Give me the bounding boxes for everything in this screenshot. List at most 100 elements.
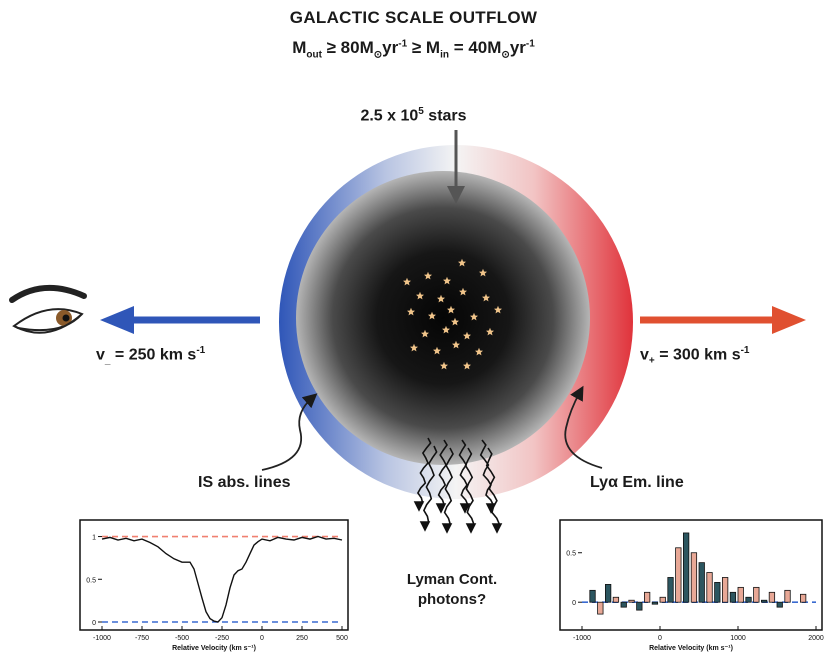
photon-arrowhead <box>441 523 453 534</box>
spectrum-bar <box>690 552 698 603</box>
photon-arrowhead <box>459 503 471 514</box>
x-tick-label: 500 <box>336 635 348 642</box>
star-icon <box>463 331 471 340</box>
eye-icon <box>9 284 87 334</box>
photon-wave <box>443 447 454 531</box>
y-tick-label: 1 <box>92 535 96 542</box>
photon-wave <box>458 439 469 511</box>
photon-arrowhead <box>491 523 503 534</box>
x-tick-label: -250 <box>215 635 229 642</box>
star-icon <box>447 305 455 314</box>
star-icon <box>407 307 415 316</box>
photon-wave <box>437 439 448 511</box>
spectrum-bar <box>721 577 729 603</box>
v-plus-value: = 300 km s <box>654 346 741 364</box>
v-plus-sub: + <box>648 355 655 367</box>
m-out-symbol: M <box>292 38 307 57</box>
stars-unit: stars <box>423 107 467 125</box>
spectrum-bar <box>753 586 760 603</box>
lya-plot: 0.5 0 -1000 0 1000 2000 Relative Velocity (km … <box>559 519 824 652</box>
spectrum-bar <box>706 572 713 603</box>
photon-wave <box>485 447 501 531</box>
v-minus-exp: -1 <box>196 345 206 356</box>
x-axis-label: Relative Velocity (km s⁻¹) <box>649 645 733 652</box>
x-tick-label: 0 <box>260 635 264 642</box>
diagram-title: GALACTIC SCALE OUTFLOW <box>289 8 538 27</box>
galaxy-core <box>296 171 590 465</box>
spectrum-bar <box>745 596 752 603</box>
star-icon <box>443 276 451 285</box>
y-tick-label: 0.5 <box>566 551 576 558</box>
photon-arrowhead <box>419 521 431 532</box>
star-icon <box>442 325 450 334</box>
spectrum-bar <box>729 591 737 603</box>
stars-base: 2.5 x 10 <box>360 107 419 125</box>
y-tick-label: 0 <box>92 620 96 627</box>
spectrum-bar <box>589 589 596 603</box>
v-minus-label: v_ = 250 km s-1 <box>96 345 205 367</box>
lya-pointer <box>564 385 603 469</box>
right-arrow-icon <box>640 306 806 334</box>
left-arrow-icon <box>100 306 260 334</box>
star-icon <box>421 329 429 338</box>
mass-rates: Mout ≥ 80M⊙yr-1 ≥ Min = 40M⊙yr-1 <box>0 38 827 60</box>
x-tick-label: 1000 <box>730 635 746 642</box>
star-icon <box>482 293 490 302</box>
spectrum-bar <box>784 589 791 603</box>
spectrum-bar <box>683 532 690 603</box>
is-abs-label: IS abs. lines <box>198 474 291 491</box>
star-icon <box>416 291 424 300</box>
m-in-symbol: ≥ M <box>407 38 441 57</box>
x-tick-label: -1000 <box>573 635 591 642</box>
spectrum-bar <box>760 599 768 603</box>
star-icon <box>463 361 471 370</box>
spectrum-bar <box>768 591 776 603</box>
star-icon <box>451 317 459 326</box>
spectrum-bar <box>659 596 666 603</box>
spectrum-bar <box>628 599 635 603</box>
spectrum-bar <box>737 586 744 603</box>
v-plus-exp: -1 <box>740 345 750 356</box>
down-arrow-icon <box>447 130 465 204</box>
x-tick-label: -1000 <box>93 635 111 642</box>
star-icon <box>494 305 502 314</box>
photon-arrowhead <box>465 523 477 534</box>
v-plus-symbol: v <box>640 346 649 364</box>
lya-label: Lyα Em. line <box>590 474 684 491</box>
photon-wave <box>479 439 495 511</box>
spectrum-bar <box>776 601 783 608</box>
spectrum-bar <box>698 562 705 603</box>
spectrum-bar <box>605 584 612 603</box>
is-abs-pointer <box>261 393 318 471</box>
photon-wave <box>416 437 432 509</box>
stars-exp: 5 <box>418 106 424 117</box>
v-minus-sub: _ <box>104 355 111 367</box>
star-icon <box>428 311 436 320</box>
sun-symbol-1: ⊙ <box>373 49 383 61</box>
x-tick-label: 250 <box>296 635 308 642</box>
is-abs-plot: 1 0.5 0 -1000 -750 -500 -250 0 250 500 Relative Ve… <box>79 519 349 652</box>
star-icon <box>479 268 487 277</box>
star-icon <box>433 346 441 355</box>
m-in-sub: in <box>440 49 449 61</box>
y-tick-label: 0 <box>572 600 576 607</box>
spectrum-bar <box>667 577 674 603</box>
v-minus-value: = 250 km s <box>110 346 197 364</box>
star-icon <box>459 287 467 296</box>
yr-unit-2: yr <box>509 38 526 57</box>
star-icon <box>403 277 411 286</box>
photon-wave <box>422 445 438 529</box>
x-axis-label: Relative Velocity (km s⁻¹) <box>172 645 256 652</box>
v-plus-label: v+ = 300 km s-1 <box>640 345 750 367</box>
x-tick-label: -750 <box>135 635 149 642</box>
star-icon <box>440 361 448 370</box>
spectrum-bar <box>597 601 604 615</box>
star-icon <box>424 271 432 280</box>
star-icon <box>437 294 445 303</box>
spectrum-bar <box>714 582 721 603</box>
spectrum-line <box>101 535 343 623</box>
star-icon <box>470 312 478 321</box>
v-minus-symbol: v <box>96 346 105 364</box>
star-cluster <box>403 258 502 370</box>
